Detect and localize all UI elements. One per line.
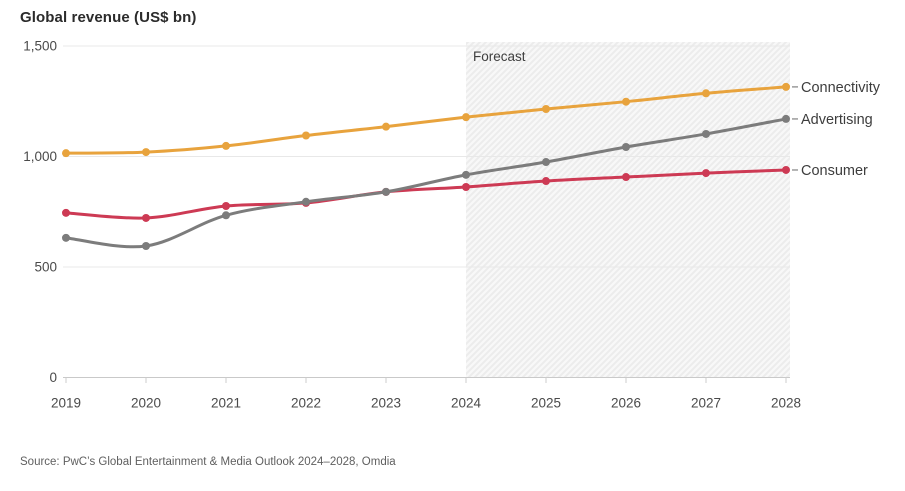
data-point [302,197,310,206]
forecast-band [466,42,790,378]
data-point [702,129,710,138]
data-series-lines [62,82,790,251]
x-tick-label: 2027 [691,396,721,411]
data-point [542,177,550,186]
x-tick-label: 2023 [371,396,401,411]
series-label-advertising: Advertising [801,112,873,128]
source-text: Source: PwC’s Global Entertainment & Med… [20,456,396,468]
y-tick-label: 1,000 [23,149,57,164]
forecast-label: Forecast [473,49,526,64]
x-tick-label: 2021 [211,396,241,411]
x-axis: 2019 2020 2021 2022 2023 2024 2025 2026 2027 2028 [51,377,801,411]
x-tick-label: 2022 [291,396,321,411]
data-point [222,211,230,220]
data-point [142,213,150,222]
data-point [382,187,390,196]
x-tick-label: 2020 [131,396,161,411]
data-point [462,170,470,179]
y-tick-label: 1,500 [23,39,57,54]
data-point [622,97,630,106]
forecast-region: Forecast [466,42,790,378]
data-point [542,158,550,167]
series-line [64,168,788,220]
x-tick-label: 2024 [451,396,482,411]
y-tick-label: 0 [49,370,57,385]
gridlines [63,45,790,378]
series-line [64,117,788,249]
y-tick-label: 500 [34,260,57,275]
series-advertising [62,114,790,251]
data-point [62,149,70,158]
y-axis-labels: 0 500 1,000 1,500 [23,39,57,386]
x-tick-label: 2019 [51,396,81,411]
x-tick-label: 2026 [611,396,641,411]
data-point [782,114,790,123]
series-label-connectivity: Connectivity [801,80,881,96]
revenue-line-chart: Forecast 0 500 1,000 1,500 2019 2020 2021 2022… [23,39,881,411]
data-point [622,142,630,151]
data-point [382,122,390,131]
data-point [142,148,150,157]
data-point [702,169,710,178]
data-point [782,82,790,91]
data-point [62,208,70,217]
chart-title: Global revenue (US$ bn) [20,9,197,26]
data-point [62,233,70,242]
data-point [302,131,310,140]
series-connectivity [62,82,790,158]
data-point [462,182,470,191]
x-tick-label: 2025 [531,396,561,411]
series-line [64,85,788,155]
data-point [782,165,790,174]
data-point [142,242,150,251]
data-point [702,89,710,98]
data-point [622,173,630,182]
x-tick-label: 2028 [771,396,801,411]
data-point [542,104,550,113]
data-point [222,141,230,150]
data-point [222,202,230,211]
data-point [462,113,470,122]
series-label-consumer: Consumer [801,163,868,179]
series-end-labels: Connectivity Advertising Consumer [792,80,881,179]
